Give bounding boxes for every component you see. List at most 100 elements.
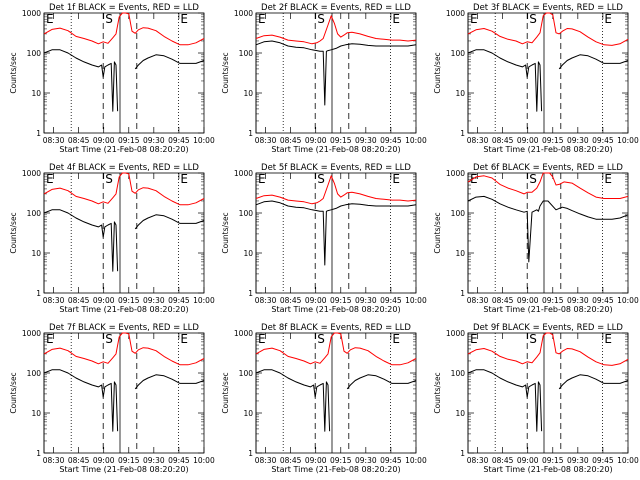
time-marker-label: E [470, 12, 478, 26]
x-tick-label: 08:30 [467, 136, 489, 145]
series-line [43, 49, 205, 112]
x-tick-label: 09:15 [118, 456, 140, 465]
x-tick-label: 08:45 [68, 296, 90, 305]
x-tick-label: 08:45 [280, 456, 302, 465]
time-marker-label: E [392, 332, 400, 346]
time-marker-label: E [258, 172, 266, 186]
x-tick-label: 10:00 [405, 296, 427, 305]
x-tick-label: 08:45 [280, 296, 302, 305]
x-tick-label: 09:30 [355, 456, 377, 465]
panel-title: Det 2f BLACK = Events, RED = LLD [261, 3, 411, 13]
x-tick-label: 09:15 [542, 136, 564, 145]
x-tick-label: 10:00 [617, 456, 639, 465]
x-tick-label: 09:00 [517, 136, 539, 145]
time-marker-label: E [180, 332, 188, 346]
panel: Det 1f BLACK = Events, RED = LLD 1 10 100 10… [9, 3, 215, 154]
x-tick-label: 09:15 [330, 456, 352, 465]
y-tick-label: 100 [239, 369, 254, 378]
y-tick-label: 1000 [234, 9, 253, 18]
series-line [255, 40, 417, 106]
y-tick-label: 1 [248, 449, 253, 458]
x-tick-label: 09:30 [355, 296, 377, 305]
panel: Det 4f BLACK = Events, RED = LLD 1 10 100 10… [9, 163, 215, 314]
x-tick-label: 09:00 [93, 456, 115, 465]
series-line [255, 200, 417, 266]
x-axis-label: Start Time (21-Feb-08 08:20:20) [59, 465, 188, 474]
series-line [43, 369, 205, 432]
time-marker-label: S [317, 172, 325, 186]
series-line [255, 332, 417, 366]
panel-title: Det 3f BLACK = Events, RED = LLD [473, 3, 623, 13]
time-marker-label: S [317, 332, 325, 346]
series-line [43, 12, 205, 46]
x-tick-label: 09:45 [380, 136, 402, 145]
plot-frame [467, 172, 629, 294]
x-tick-label: 09:45 [168, 136, 190, 145]
x-tick-label: 08:30 [255, 456, 277, 465]
x-tick-label: 10:00 [405, 456, 427, 465]
y-tick-label: 10 [243, 409, 253, 418]
series-line [467, 195, 629, 263]
x-tick-label: 10:00 [405, 136, 427, 145]
x-tick-label: 09:15 [118, 136, 140, 145]
y-tick-label: 10 [31, 89, 41, 98]
y-axis-label: Counts/sec [433, 52, 442, 93]
x-tick-label: 08:30 [43, 136, 65, 145]
y-tick-label: 1000 [234, 329, 253, 338]
y-tick-label: 10 [243, 249, 253, 258]
x-axis-label: Start Time (21-Feb-08 08:20:20) [271, 465, 400, 474]
y-tick-label: 1000 [446, 169, 465, 178]
time-marker-label: E [46, 12, 54, 26]
series-line [467, 369, 629, 432]
series-line [467, 172, 629, 199]
time-marker-label: E [258, 12, 266, 26]
time-marker-label: E [180, 12, 188, 26]
y-axis-label: Counts/sec [9, 212, 18, 253]
y-tick-label: 1000 [446, 9, 465, 18]
time-marker-label: E [470, 172, 478, 186]
y-tick-label: 1000 [446, 329, 465, 338]
x-tick-label: 09:30 [567, 296, 589, 305]
time-marker-label: S [105, 12, 113, 26]
y-tick-label: 1000 [234, 169, 253, 178]
x-tick-label: 09:30 [567, 136, 589, 145]
panel: Det 9f BLACK = Events, RED = LLD 1 10 100 10… [433, 323, 639, 474]
panel-title: Det 7f BLACK = Events, RED = LLD [49, 323, 199, 333]
x-tick-label: 09:15 [542, 456, 564, 465]
x-tick-label: 09:00 [305, 136, 327, 145]
y-axis-label: Counts/sec [221, 52, 230, 93]
x-tick-label: 09:00 [517, 296, 539, 305]
x-tick-label: 09:30 [355, 136, 377, 145]
x-tick-label: 09:30 [143, 456, 165, 465]
series-line [467, 49, 629, 112]
panel-title: Det 9f BLACK = Events, RED = LLD [473, 323, 623, 333]
time-marker-label: E [604, 172, 612, 186]
x-tick-label: 09:45 [168, 296, 190, 305]
x-tick-label: 08:30 [43, 456, 65, 465]
y-tick-label: 1000 [22, 169, 41, 178]
panel-title: Det 6f BLACK = Events, RED = LLD [473, 163, 623, 173]
series-line [255, 15, 417, 45]
x-tick-label: 08:45 [492, 136, 514, 145]
series-line [467, 12, 629, 46]
time-marker-label: S [105, 332, 113, 346]
y-axis-label: Counts/sec [221, 212, 230, 253]
series-line [43, 209, 205, 272]
time-marker-label: E [470, 332, 478, 346]
y-tick-label: 100 [451, 49, 466, 58]
panel: Det 8f BLACK = Events, RED = LLD 1 10 100 10… [221, 323, 427, 474]
x-tick-label: 08:30 [467, 296, 489, 305]
time-marker-label: E [258, 332, 266, 346]
x-axis-label: Start Time (21-Feb-08 08:20:20) [59, 305, 188, 314]
y-tick-label: 100 [27, 209, 42, 218]
time-marker-label: S [529, 12, 537, 26]
time-marker-label: E [46, 172, 54, 186]
x-tick-label: 08:45 [492, 296, 514, 305]
panel-title: Det 8f BLACK = Events, RED = LLD [261, 323, 411, 333]
y-tick-label: 100 [239, 209, 254, 218]
x-tick-label: 09:00 [93, 296, 115, 305]
x-tick-label: 09:00 [517, 456, 539, 465]
x-tick-label: 09:30 [567, 456, 589, 465]
series-line [43, 172, 205, 206]
y-tick-label: 1 [36, 289, 41, 298]
